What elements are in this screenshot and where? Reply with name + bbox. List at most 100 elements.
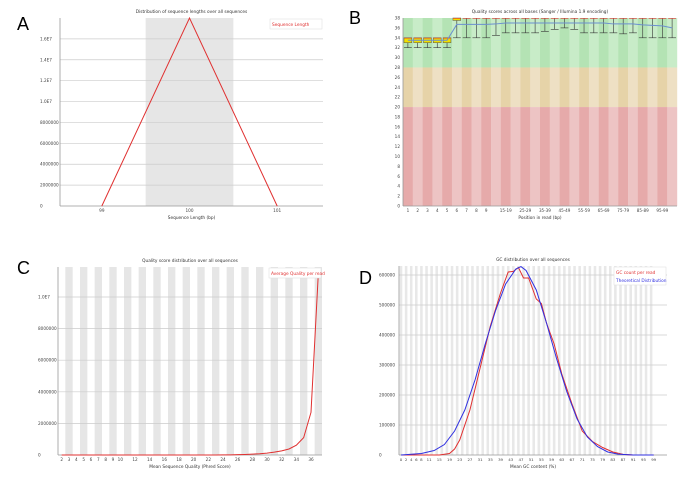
x-tick-label: 24 [220, 457, 226, 462]
column-band [409, 266, 413, 455]
chart-a: Distribution of sequence lengths over al… [40, 9, 323, 221]
x-tick-label: 25-29 [519, 208, 531, 213]
quality-zone-red [618, 107, 629, 206]
x-tick-label: 31 [478, 457, 483, 462]
y-tick-label: 1.4E7 [40, 57, 52, 62]
x-tick-label: 7 [465, 208, 468, 213]
x-tick-label: 26 [235, 457, 241, 462]
x-tick-label: 91 [631, 457, 636, 462]
quality-zone-orange [569, 67, 580, 108]
quality-zone-orange [579, 67, 590, 108]
x-tick-label: 20 [191, 457, 197, 462]
y-tick-label: 34 [395, 35, 401, 40]
y-tick-label: 0 [397, 204, 400, 209]
quality-zone-red [588, 107, 599, 206]
quality-zone-orange [481, 67, 492, 108]
column-band [624, 266, 627, 455]
quality-zone-orange [608, 67, 619, 108]
x-tick-label: 8 [420, 457, 423, 462]
x-tick-label: 55 [539, 457, 544, 462]
x-tick-label: 100 [186, 208, 194, 213]
column-band [527, 266, 530, 455]
y-tick-label: 6000000 [40, 141, 59, 146]
y-tick-label: 12 [395, 144, 401, 149]
quality-zone-orange [559, 67, 570, 108]
y-tick-label: 16 [395, 124, 401, 129]
quality-zone-red [559, 107, 570, 206]
x-tick-label: 4 [410, 457, 413, 462]
x-tick-label: 22 [206, 457, 212, 462]
quality-zone-orange [549, 67, 560, 108]
x-tick-label: 99 [651, 457, 656, 462]
column-band [212, 267, 220, 455]
chart-title: GC distribution over all sequences [496, 257, 571, 263]
y-tick-label: 4000000 [40, 162, 59, 167]
x-tick-label: 15-19 [500, 208, 512, 213]
chart-title: Quality scores across all bases (Sanger … [472, 9, 609, 15]
legend-entry: GC count per read [616, 270, 656, 276]
quality-zone-green [628, 18, 639, 68]
x-tick-label: 6 [456, 208, 459, 213]
column-band [226, 267, 234, 455]
quality-zone-red [500, 107, 511, 206]
column-band [649, 266, 653, 455]
quality-zone-orange [628, 67, 639, 108]
y-tick-label: 0 [40, 204, 43, 209]
y-tick-label: 400000 [379, 333, 395, 338]
quality-zone-red [569, 107, 580, 206]
quality-zone-orange [471, 67, 482, 108]
quality-zone-red [667, 107, 678, 206]
y-tick-label: 8000000 [38, 326, 57, 331]
column-band [588, 266, 592, 455]
x-tick-label: 35 [488, 457, 493, 462]
quality-zone-orange [588, 67, 599, 108]
column-band [471, 266, 474, 455]
series-line-average-quality [61, 273, 319, 456]
column-band [496, 266, 500, 455]
column-band [598, 266, 602, 455]
x-axis-label: Sequence Length (bp) [168, 215, 216, 221]
column-band [124, 267, 132, 455]
quality-zone-green [461, 18, 472, 68]
column-band [197, 267, 205, 455]
quality-zone-green [647, 18, 658, 68]
y-tick-label: 300000 [379, 363, 395, 368]
quality-zone-red [491, 107, 502, 206]
column-band [557, 266, 561, 455]
y-tick-label: 0 [379, 453, 382, 458]
column-band [80, 267, 88, 455]
x-tick-label: 3 [426, 208, 429, 213]
x-tick-label: 83 [610, 457, 615, 462]
x-tick-label: 0 [400, 457, 403, 462]
quality-zone-orange [667, 67, 678, 108]
x-tick-label: 51 [529, 457, 534, 462]
quality-zone-green [510, 18, 521, 68]
column-band [256, 267, 264, 455]
quality-zone-green [530, 18, 541, 68]
x-tick-label: 95 [641, 457, 646, 462]
y-tick-label: 22 [395, 95, 401, 100]
quality-zone-green [451, 18, 462, 68]
chart-title: Distribution of sequence lengths over al… [136, 9, 248, 15]
quality-zone-green [657, 18, 668, 68]
y-tick-label: 26 [395, 75, 401, 80]
x-tick-label: 6 [90, 457, 93, 462]
column-band [435, 266, 439, 455]
quality-zone-red [481, 107, 492, 206]
y-tick-label: 28 [395, 65, 401, 70]
x-tick-label: 67 [570, 457, 575, 462]
x-tick-label: 23 [457, 457, 462, 462]
quality-zone-orange [422, 67, 433, 108]
quality-zone-orange [412, 67, 423, 108]
quality-zone-green [618, 18, 629, 68]
column-band [65, 267, 73, 455]
quality-zone-red [412, 107, 423, 206]
y-tick-label: 8000000 [40, 120, 59, 125]
column-band [168, 267, 176, 455]
column-band [629, 266, 632, 455]
x-tick-label: 55-59 [578, 208, 590, 213]
column-band [440, 266, 444, 455]
column-band [517, 266, 520, 455]
quality-zone-orange [451, 67, 462, 108]
quality-zone-green [540, 18, 550, 68]
